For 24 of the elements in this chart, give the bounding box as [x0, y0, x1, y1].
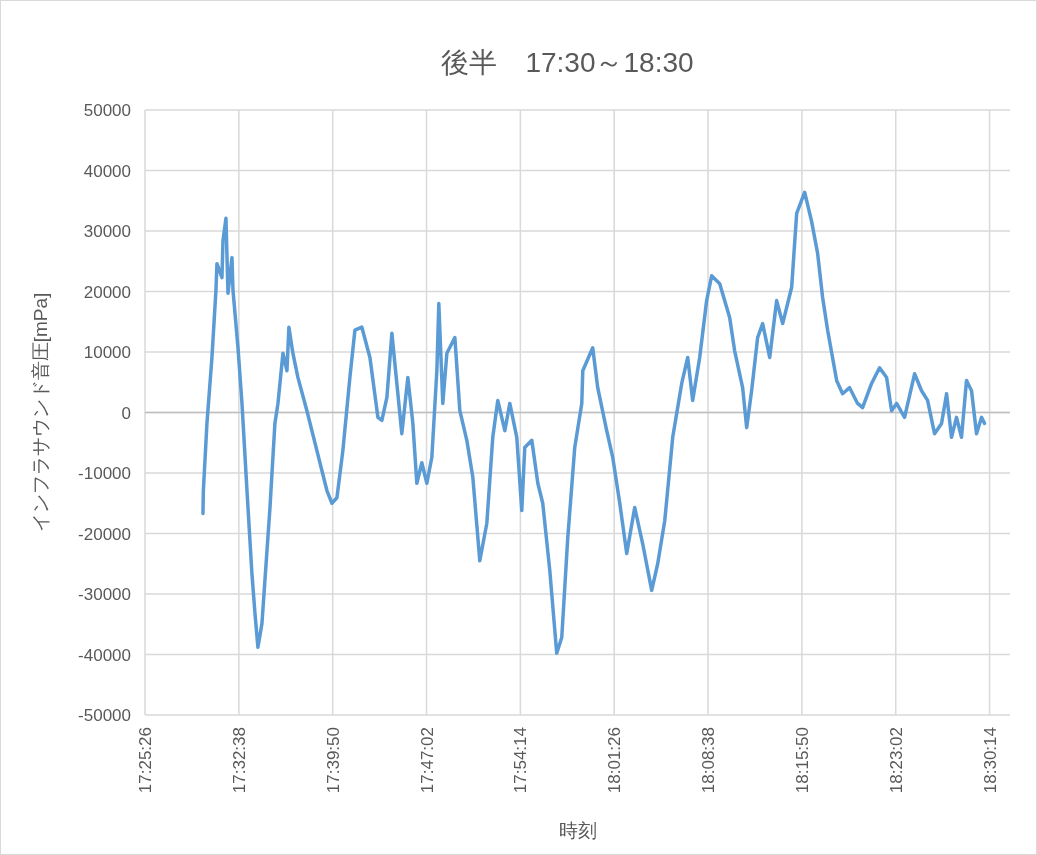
- x-tick-label: 18:08:38: [698, 727, 718, 794]
- x-tick-label: 18:01:26: [604, 727, 624, 794]
- x-tick-label: 17:47:02: [417, 727, 437, 794]
- y-tick-label: 30000: [83, 221, 131, 241]
- x-tick-label: 17:39:50: [323, 727, 343, 794]
- y-tick-label: 10000: [83, 342, 131, 362]
- y-tick-label: -30000: [78, 584, 131, 604]
- y-tick-label: 0: [121, 403, 131, 422]
- y-tick-label: -10000: [78, 463, 131, 483]
- x-tick-label: 17:54:14: [510, 727, 530, 794]
- x-tick-label: 18:23:02: [886, 727, 906, 794]
- chart-title: 後半 17:30～18:30: [441, 46, 694, 78]
- y-tick-label: 40000: [83, 161, 131, 180]
- y-tick-label: -20000: [78, 524, 131, 543]
- y-axis-title: インフラサウンド音圧[mPa]: [29, 292, 51, 533]
- y-tick-label: 20000: [83, 282, 131, 301]
- x-tick-label: 17:25:26: [135, 727, 155, 794]
- x-tick-label: 17:32:38: [229, 727, 249, 794]
- x-tick-label: 18:15:50: [792, 727, 812, 794]
- y-tick-label: -40000: [78, 645, 131, 664]
- y-tick-label: -50000: [78, 705, 131, 725]
- x-axis-title: 時刻: [558, 819, 597, 841]
- y-tick-label: 50000: [83, 100, 131, 120]
- x-tick-label: 18:30:14: [980, 727, 1000, 794]
